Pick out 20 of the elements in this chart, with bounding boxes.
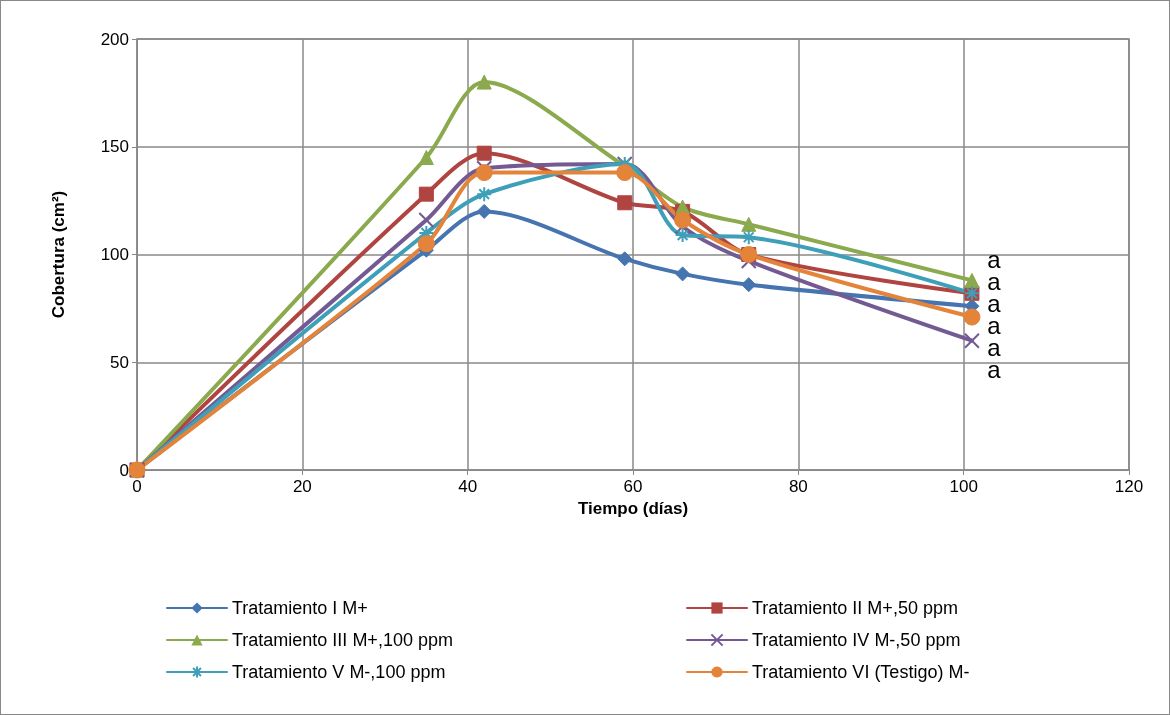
legend-label: Tratamiento IV M-,50 ppm [752,630,961,650]
x-axis-title: Tiempo (días) [577,499,689,518]
legend-label: Tratamiento II M+,50 ppm [752,598,958,618]
y-tick-label: 150 [100,137,129,157]
x-tick-label: 40 [458,477,478,496]
x-tick-label: 20 [292,477,312,496]
y-tick-label: 100 [100,245,129,264]
y-tick-label: 0 [119,460,129,480]
x-tick-label: 0 [132,477,142,496]
x-tick-label: 80 [788,477,808,496]
legend-label: Tratamiento I M+ [232,598,368,618]
y-tick-label: 200 [100,29,129,49]
y-axis-title: Cobertura (cm²) [49,190,68,319]
legend-label: Tratamiento VI (Testigo) M- [752,662,970,682]
x-tick-label: 100 [949,477,978,496]
y-tick-label: 50 [110,352,129,372]
x-tick-label: 120 [1114,477,1144,496]
x-tick-label: 60 [623,477,643,496]
legend-label: Tratamiento III M+,100 ppm [232,630,453,650]
legend-label: Tratamiento V M-,100 ppm [232,662,446,682]
